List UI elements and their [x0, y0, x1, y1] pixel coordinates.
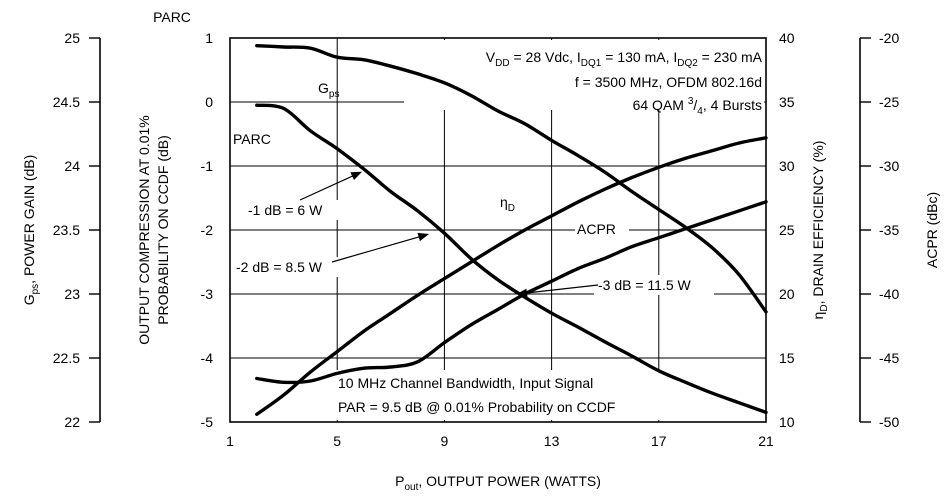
series-line-parc: [255, 103, 768, 415]
series-label-gps: Gps: [318, 80, 339, 100]
eff-tick-label: 15: [779, 350, 795, 366]
parc-tick-label: 0: [205, 94, 213, 110]
series-line-gps: [255, 44, 768, 314]
series-label-acpr: ACPR: [577, 221, 616, 237]
parc-tick-label: -3: [201, 286, 214, 302]
bottom-note-1: 10 MHz Channel Bandwidth, Input Signal: [338, 375, 593, 391]
eff-axis-label: ηD, DRAIN EFFICIENCY (%): [810, 141, 830, 320]
gps-tick-label: 23.5: [53, 222, 80, 238]
series-label-eff: ηD: [500, 194, 515, 214]
conditions-box: [404, 40, 764, 110]
parc-tick-label: 1: [205, 30, 213, 46]
tick-labels: 1 5 9 13 17 211 400 35-1 30-2 25-3 20-4 15-5 10: [201, 30, 795, 449]
x-tick-label: 9: [441, 433, 449, 449]
marker-arrow: [299, 171, 362, 201]
gps-tick-label: 24.5: [53, 94, 80, 110]
marker-label-bg: [232, 257, 344, 277]
bottom-note-2: PAR = 9.5 dB @ 0.01% Probability on CCDF: [338, 399, 615, 415]
marker-label-bg: [244, 200, 340, 220]
gps-tick-label: 25: [64, 30, 80, 46]
conditions-line: VDD = 28 Vdc, IDQ1 = 130 mA, IDQ2 = 230 …: [486, 49, 763, 69]
eff-tick-label: 30: [779, 158, 795, 174]
x-axis-label: Pout, OUTPUT POWER (WATTS): [395, 473, 601, 493]
series-label-parc: PARC: [233, 131, 271, 147]
markers: -1 dB = 6 W -2 dB = 8.5 W -3 dB = 11.5 W: [232, 171, 714, 298]
acpr-tick-label: -35: [879, 222, 899, 238]
x-tick-label: 17: [651, 433, 667, 449]
parc-tick-label: -1: [201, 158, 214, 174]
parc-axis-label-line1: OUTPUT COMPRESSION AT 0.01%: [136, 115, 152, 345]
x-tick-label: 5: [333, 433, 341, 449]
acpr-tick-label: -30: [879, 158, 899, 174]
eff-tick-label: 25: [779, 222, 795, 238]
x-tick-label: 1: [226, 433, 234, 449]
conditions-text: VDD = 28 Vdc, IDQ1 = 130 mA, IDQ2 = 230 …: [486, 49, 763, 117]
acpr-tick-label: -40: [879, 286, 899, 302]
marker-label: -3 dB = 11.5 W: [598, 277, 692, 293]
gps-axis-label: Gps, POWER GAIN (dB): [21, 155, 41, 306]
parc-top-label: PARC: [153, 9, 191, 25]
series-line-acpr: [255, 200, 768, 385]
eff-tick-label: 10: [779, 414, 795, 430]
series-line-eff: [255, 136, 768, 416]
gps-tick-label: 24: [64, 158, 80, 174]
acpr-tick-label: -50: [879, 414, 899, 430]
conditions-line: 64 QAM 3/4, 4 Bursts: [633, 96, 762, 117]
x-tick-label: 21: [758, 433, 774, 449]
marker-label-bg: [594, 275, 714, 295]
marker-arrow: [516, 284, 599, 298]
eff-tick-label: 40: [779, 30, 795, 46]
parc-axis-label-line2: PROBABILITY ON CCDF (dB): [155, 135, 171, 325]
gps-tick-label: 23: [64, 286, 80, 302]
bottom-note-box: [334, 370, 704, 420]
eff-tick-label: 35: [779, 94, 795, 110]
gps-tick-label: 22: [64, 414, 80, 430]
x-tick-label: 13: [544, 433, 560, 449]
parc-tick-label: -4: [201, 350, 214, 366]
acpr-axis-label: ACPR (dBc): [924, 192, 940, 268]
marker-arrow: [331, 232, 430, 263]
conditions-line: f = 3500 MHz, OFDM 802.16d: [575, 74, 762, 90]
acpr-tick-label: -45: [879, 350, 899, 366]
parc-tick-label: -5: [201, 414, 214, 430]
curves: [255, 44, 768, 416]
acpr-label-bg: [575, 218, 629, 238]
acpr-tick-label: -25: [879, 94, 899, 110]
parc-tick-label: -2: [201, 222, 214, 238]
acpr-tick-label: -20: [879, 30, 899, 46]
gps-tick-label: 22.5: [53, 350, 80, 366]
marker-label: -2 dB = 8.5 W: [236, 259, 323, 275]
eff-tick-label: 20: [779, 286, 795, 302]
marker-label: -1 dB = 6 W: [248, 202, 323, 218]
